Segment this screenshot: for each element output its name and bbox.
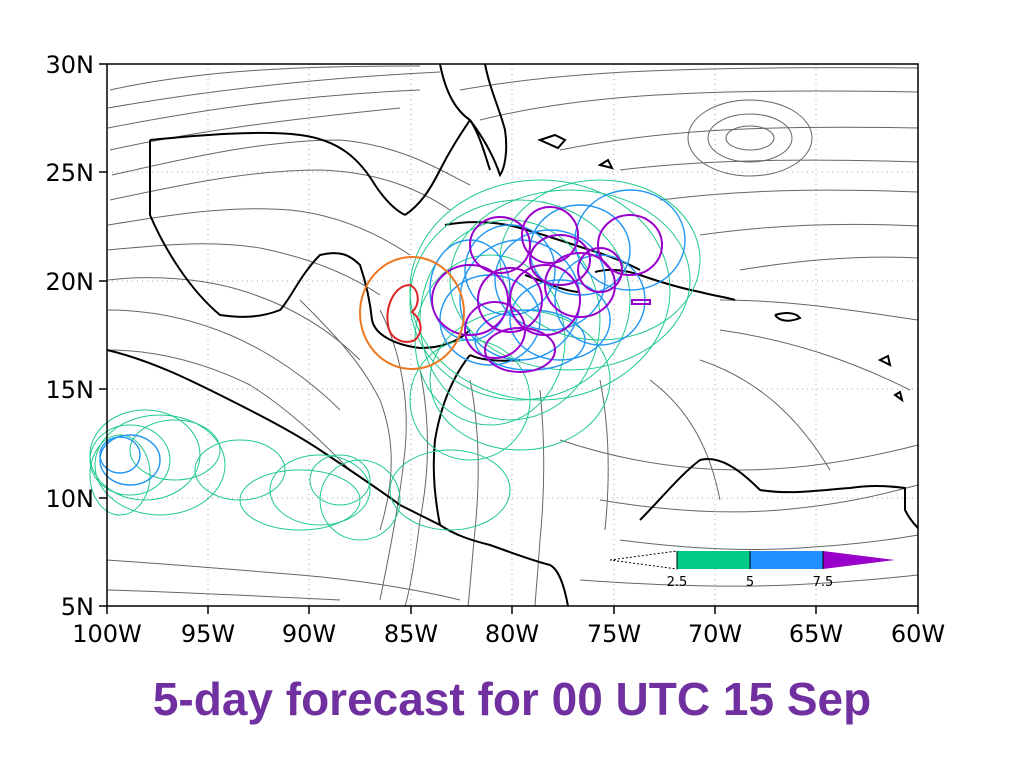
contours-orange [359, 256, 465, 370]
lat-label-10n: 10N [46, 485, 95, 513]
lon-label-60w: 60W [891, 620, 945, 648]
lon-labels: 100W 95W 90W 85W 80W 75W 70W 65W 60W [72, 620, 945, 648]
axis-ticks [99, 63, 919, 614]
lat-label-5n: 5N [61, 593, 94, 621]
streamlines [106, 65, 919, 607]
lat-label-20n: 20N [46, 268, 95, 296]
lon-label-80w: 80W [485, 620, 539, 648]
contours-blue [99, 189, 686, 486]
lat-labels: 30N 25N 20N 15N 10N 5N [46, 51, 95, 621]
colorbar-label-2-5: 2.5 [667, 575, 688, 590]
colorbar-label-5: 5 [746, 575, 754, 590]
lon-label-70w: 70W [688, 620, 742, 648]
lon-label-85w: 85W [384, 620, 438, 648]
lat-label-30n: 30N [46, 51, 95, 79]
lon-label-75w: 75W [587, 620, 641, 648]
colorbar-segment-blue [750, 551, 823, 569]
lon-label-95w: 95W [181, 620, 235, 648]
lat-label-25n: 25N [46, 159, 95, 187]
map-figure: 30N 25N 20N 15N 10N 5N 100W 95W 90W 85W … [46, 51, 946, 648]
lon-label-65w: 65W [789, 620, 843, 648]
contours-red [386, 283, 422, 343]
colorbar: 2.5 5 7.5 [609, 550, 895, 590]
lon-label-100w: 100W [72, 620, 142, 648]
colorbar-segment-purple [823, 551, 895, 569]
lon-label-90w: 90W [282, 620, 336, 648]
forecast-caption: 5-day forecast for 00 UTC 15 Sep [152, 673, 872, 725]
lat-label-15n: 15N [46, 376, 95, 404]
colorbar-segment-teal [677, 551, 750, 569]
contours-purple [431, 206, 663, 373]
colorbar-label-7-5: 7.5 [813, 575, 834, 590]
